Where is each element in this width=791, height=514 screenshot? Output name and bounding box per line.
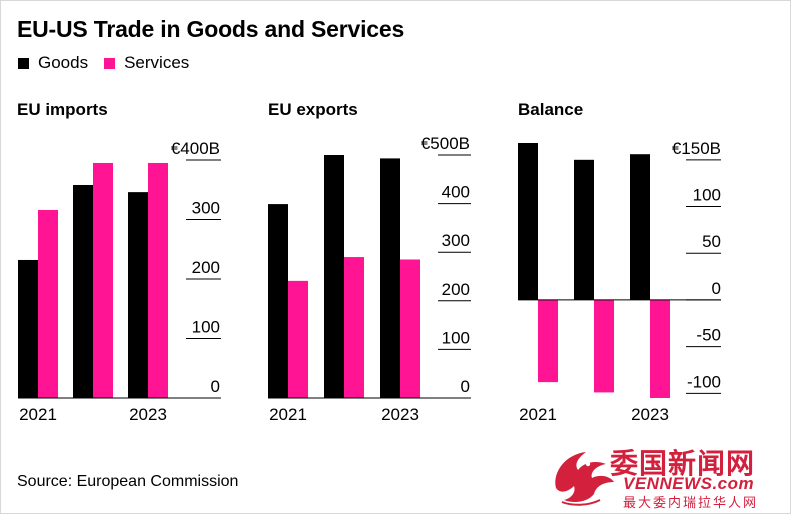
bar-goods-2021 (18, 259, 38, 398)
tick-label-balance-150: €150B (672, 139, 721, 158)
bar-services-2023 (650, 299, 670, 398)
tick-label-eu-imports-300: 300 (192, 199, 220, 218)
bar-services-2022 (344, 257, 364, 398)
legend-swatch-services (104, 57, 116, 69)
tick-label-eu-imports-400: €400B (171, 139, 220, 158)
legend-item-goods: Goods (18, 53, 88, 73)
watermark: 委国新闻网 VENNEWS.com 最大委内瑞拉华人网 (548, 440, 788, 511)
watermark-cn-sub: 最大委内瑞拉华人网 (623, 496, 759, 511)
legend-item-services: Services (104, 53, 189, 73)
bar-goods-2023 (380, 158, 400, 398)
legend-label-services: Services (124, 53, 190, 72)
tick-label-balance-0: 0 (712, 279, 721, 298)
bar-goods-2022 (574, 159, 594, 300)
category-label-eu-exports-2023: 2023 (381, 405, 419, 424)
panel-title-eu-exports: EU exports (268, 100, 358, 119)
chart-title: EU-US Trade in Goods and Services (17, 16, 405, 42)
tick-label-eu-exports-300: 300 (442, 231, 470, 250)
bar-services-2021 (288, 280, 308, 398)
panel-title-eu-imports: EU imports (17, 100, 108, 119)
bar-goods-2023 (630, 154, 650, 300)
bar-goods-2021 (518, 143, 538, 300)
bar-goods-2021 (268, 204, 288, 398)
bar-services-2021 (38, 209, 58, 398)
tick-label-eu-exports-100: 100 (442, 328, 470, 347)
tick-label-balance--100: -100 (687, 372, 721, 391)
tick-label-eu-imports-100: 100 (192, 318, 220, 337)
bar-services-2022 (93, 162, 113, 398)
bar-services-2022 (594, 299, 614, 393)
watermark-url: VENNEWS.com (623, 474, 755, 493)
legend-swatch-goods (18, 57, 29, 69)
panel-title-balance: Balance (518, 100, 584, 119)
tick-label-eu-exports-0: 0 (461, 377, 470, 396)
category-label-eu-imports-2021: 2021 (19, 405, 57, 424)
source-note: Source: European Commission (17, 473, 239, 490)
tick-label-eu-exports-400: 400 (442, 183, 470, 202)
tick-label-eu-imports-200: 200 (192, 258, 220, 277)
tick-label-balance-50: 50 (702, 232, 721, 251)
legend: Goods Services (18, 53, 205, 73)
tick-label-eu-exports-200: 200 (442, 280, 470, 299)
tick-label-eu-imports-0: 0 (211, 377, 220, 396)
tick-label-balance--50: -50 (696, 326, 721, 345)
category-label-balance-2021: 2021 (519, 405, 557, 424)
bar-goods-2022 (73, 184, 93, 398)
bar-services-2023 (148, 162, 168, 398)
bar-goods-2022 (324, 155, 344, 398)
watermark-cn-title: 委国新闻网 (610, 447, 756, 480)
tick-label-balance-100: 100 (693, 186, 721, 205)
category-label-balance-2023: 2023 (631, 405, 669, 424)
tick-label-eu-exports-500: €500B (421, 134, 470, 153)
bar-services-2021 (538, 299, 558, 383)
legend-label-goods: Goods (38, 53, 89, 72)
category-label-eu-exports-2021: 2021 (269, 405, 307, 424)
category-label-eu-imports-2023: 2023 (129, 405, 167, 424)
watermark-dragon-logo (555, 452, 614, 506)
bar-services-2023 (400, 259, 420, 398)
bar-goods-2023 (128, 192, 148, 398)
